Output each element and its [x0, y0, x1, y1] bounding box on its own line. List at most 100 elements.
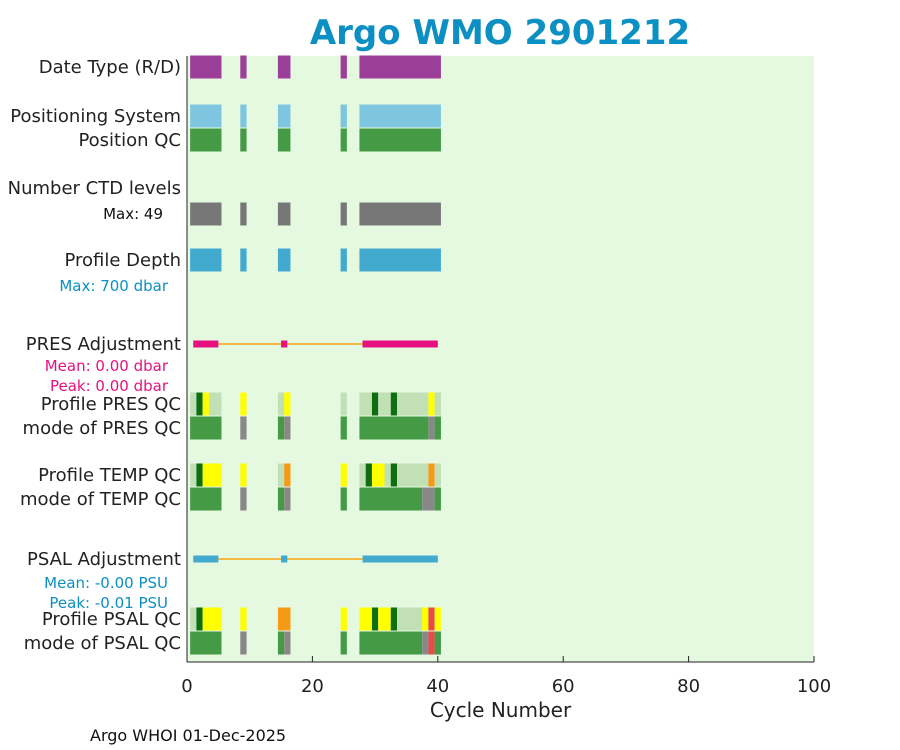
- data-bar: [340, 248, 347, 272]
- data-bar: [340, 55, 347, 79]
- data-bar: [434, 392, 441, 416]
- row-labels: Date Type (R/D) Positioning System Positio…: [8, 57, 181, 654]
- data-bar: [371, 392, 379, 416]
- data-bar: [190, 631, 222, 655]
- data-bar: [284, 416, 291, 440]
- data-bar: [359, 128, 441, 152]
- data-bar: [190, 248, 222, 272]
- data-bar: [202, 392, 209, 416]
- x-tick-label: 40: [426, 676, 449, 697]
- data-bar: [365, 463, 372, 487]
- data-bar: [190, 55, 222, 79]
- data-bar: [240, 104, 247, 128]
- data-bar: [359, 607, 372, 631]
- data-bar: [359, 248, 441, 272]
- data-bar: [340, 631, 347, 655]
- row-label: mode of PSAL QC: [24, 633, 181, 654]
- data-bar: [359, 416, 429, 440]
- data-bar: [340, 463, 347, 487]
- data-bar: [277, 631, 285, 655]
- x-tick-label: 20: [301, 676, 324, 697]
- data-bar: [240, 128, 247, 152]
- data-bar: [284, 631, 291, 655]
- row-label: mode of TEMP QC: [20, 489, 181, 510]
- data-bar: [359, 631, 423, 655]
- data-bar: [434, 631, 441, 655]
- data-bar: [240, 55, 247, 79]
- data-bar: [240, 631, 247, 655]
- footer-credit: Argo WHOI 01-Dec-2025: [90, 726, 286, 745]
- data-bar: [202, 607, 222, 631]
- data-bar: [371, 607, 379, 631]
- data-bar: [240, 416, 247, 440]
- data-bar: [359, 487, 423, 511]
- data-bar: [196, 392, 203, 416]
- data-bar: [277, 487, 285, 511]
- data-bar: [340, 607, 347, 631]
- data-bar: [359, 55, 441, 79]
- data-bar: [428, 463, 435, 487]
- data-bar: [190, 202, 222, 226]
- data-bar: [390, 607, 398, 631]
- row-label: Number CTD levels: [8, 178, 181, 199]
- row-label: Profile TEMP QC: [38, 465, 181, 486]
- adjustment-marker: [281, 340, 288, 348]
- row-label: Peak: -0.01 PSU: [49, 594, 168, 612]
- data-bar: [434, 607, 441, 631]
- data-bar: [340, 416, 347, 440]
- x-tick-label: 100: [797, 676, 831, 697]
- data-bars: [190, 55, 441, 655]
- row-label: Profile PRES QC: [41, 394, 181, 415]
- x-axis: 0 20 40 60 80 100: [181, 56, 831, 697]
- data-bar: [384, 463, 391, 487]
- row-label: Mean: 0.00 dbar: [45, 357, 169, 375]
- data-bar: [422, 607, 429, 631]
- data-bar: [371, 463, 385, 487]
- data-bar: [240, 607, 247, 631]
- data-bar: [202, 463, 222, 487]
- data-bar: [390, 392, 398, 416]
- data-bar: [428, 392, 435, 416]
- data-bar: [428, 607, 435, 631]
- data-bar: [196, 463, 203, 487]
- row-label: Max: 700 dbar: [59, 277, 168, 295]
- row-label: Profile PSAL QC: [42, 609, 181, 630]
- adjustment-marker: [193, 340, 219, 348]
- data-bar: [277, 416, 285, 440]
- data-bar: [208, 392, 222, 416]
- data-bar: [277, 392, 285, 416]
- data-bar: [277, 104, 291, 128]
- data-bar: [190, 487, 222, 511]
- x-tick-label: 80: [677, 676, 700, 697]
- data-bar: [277, 55, 291, 79]
- adjustment-marker: [362, 555, 438, 563]
- row-label: PRES Adjustment: [26, 334, 181, 355]
- data-bar: [428, 631, 435, 655]
- data-bar: [277, 463, 285, 487]
- data-bar: [340, 128, 347, 152]
- data-bar: [190, 104, 222, 128]
- row-label: Peak: 0.00 dbar: [50, 377, 169, 395]
- row-label: Max: 49: [103, 205, 163, 223]
- data-bar: [422, 487, 435, 511]
- adjustment-marker: [362, 340, 438, 348]
- data-bar: [340, 392, 347, 416]
- data-bar: [390, 463, 398, 487]
- data-bar: [397, 607, 423, 631]
- data-bar: [422, 631, 429, 655]
- data-bar: [340, 202, 347, 226]
- row-label: Profile Depth: [64, 250, 181, 271]
- data-bar: [428, 416, 435, 440]
- data-bar: [434, 416, 441, 440]
- data-bar: [190, 392, 197, 416]
- data-bar: [277, 128, 291, 152]
- data-bar: [240, 202, 247, 226]
- chart-title: Argo WMO 2901212: [310, 13, 690, 53]
- data-bar: [240, 487, 247, 511]
- data-bar: [359, 104, 441, 128]
- data-bar: [397, 463, 429, 487]
- data-bar: [378, 607, 391, 631]
- data-bar: [196, 607, 203, 631]
- row-label: mode of PRES QC: [23, 418, 181, 439]
